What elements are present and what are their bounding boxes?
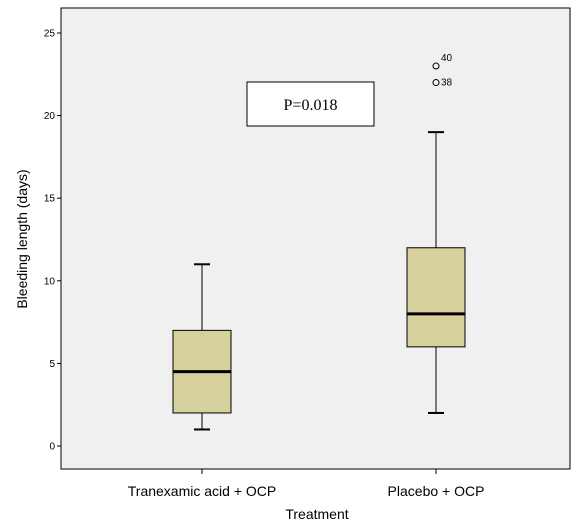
outlier-label: 38 [441,78,453,89]
y-axis-ticks: 0 5 10 15 20 25 [44,29,61,453]
p-value-label: P=0.018 [284,97,338,114]
outlier-point [432,79,440,87]
x-axis-ticks: Tranexamic acid + OCP Placebo + OCP [128,469,485,499]
y-tick-label: 5 [49,359,55,370]
box-placebo: 40 38 [406,53,466,414]
p-value-box [246,81,375,127]
x-tick-label: Tranexamic acid + OCP [128,483,276,499]
boxes-group: 40 38 [172,53,466,431]
y-tick-label: 15 [44,194,56,205]
y-axis-title: Bleeding length (days) [14,169,30,308]
outlier-label: 40 [441,53,453,64]
x-tick-label: Placebo + OCP [388,483,485,499]
y-tick-label: 10 [44,276,56,287]
plot-area [60,7,571,470]
y-tick-label: 0 [49,442,55,453]
box-tranexamic [172,263,232,431]
outlier-point [432,62,440,70]
x-axis-title: Treatment [285,506,348,522]
p-value-annotation: P=0.018 [246,81,375,127]
y-tick-label: 20 [44,111,56,122]
iqr-box [406,247,466,348]
y-tick-label: 25 [44,29,56,40]
